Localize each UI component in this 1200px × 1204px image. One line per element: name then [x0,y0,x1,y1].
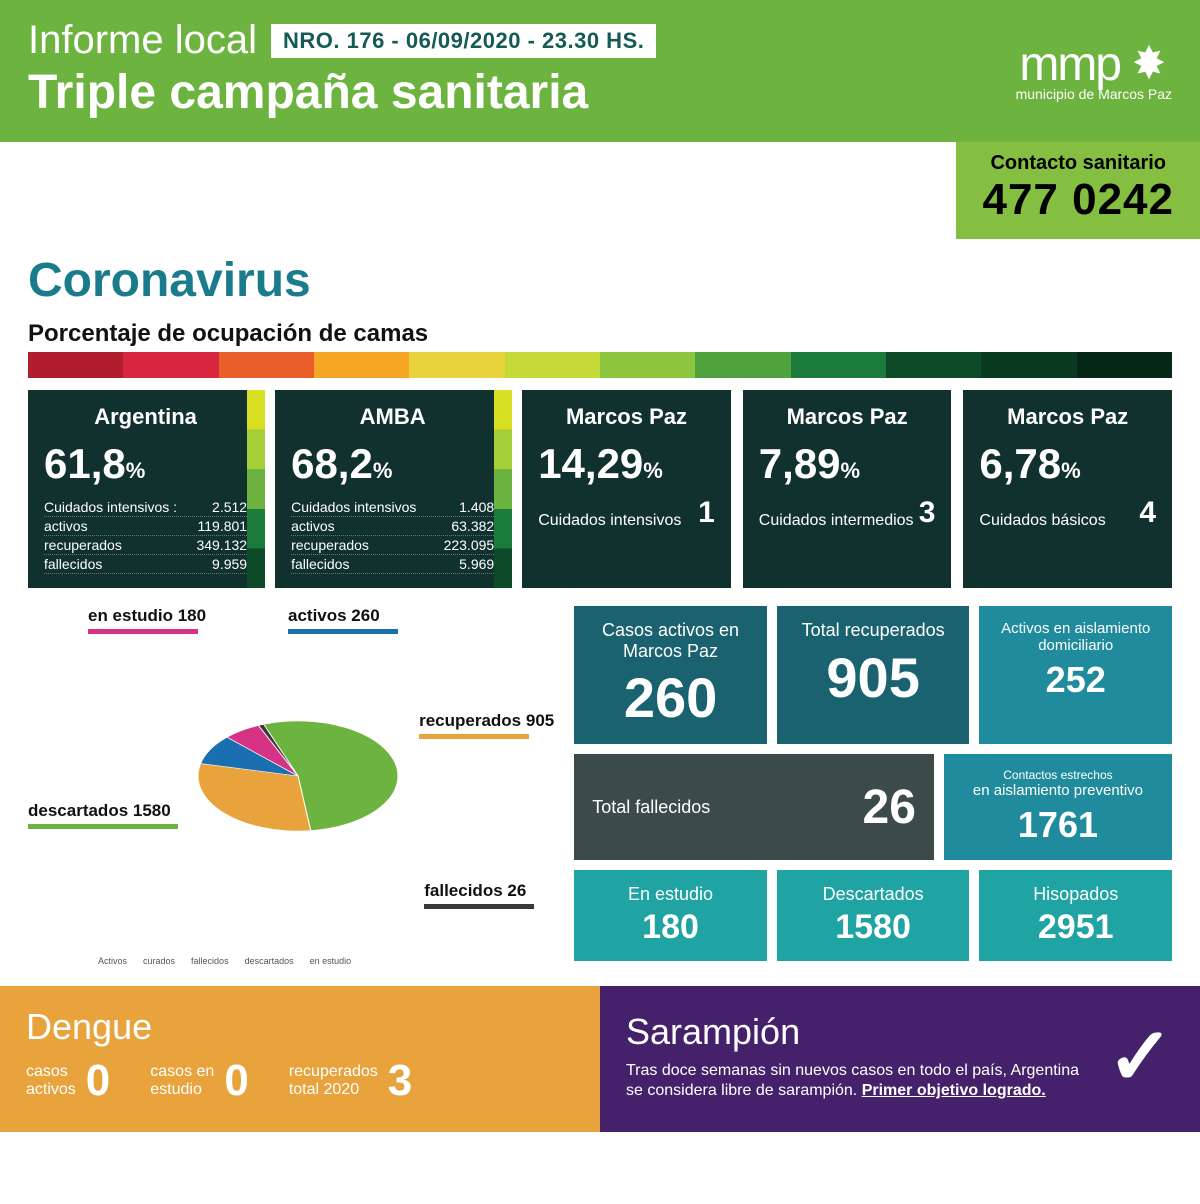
stat-hisopados: Hisopados2951 [979,870,1172,962]
occupancy-card: Argentina61,8%Cuidados intensivos :2.512… [28,390,263,588]
header-title-1: Informe local [28,18,257,63]
stat-activos: Casos activos en Marcos Paz260 [574,606,767,744]
stat-contactos: Contactos estrechos en aislamiento preve… [944,754,1172,859]
occupancy-card: AMBA68,2%Cuidados intensivos1.408activos… [275,390,510,588]
coronavirus-title: Coronavirus [28,253,1172,308]
pie-label-en-estudio: en estudio 180 [88,606,206,634]
occupancy-card: Marcos Paz14,29%Cuidados intensivos1 [522,390,731,588]
contact-bar: Contacto sanitario 477 0242 [0,142,1200,239]
header: Informe local NRO. 176 - 06/09/2020 - 23… [0,0,1200,142]
sarampion-text: Tras doce semanas sin nuevos casos en to… [626,1061,1089,1101]
contact-number: 477 0242 [982,175,1174,225]
dengue-box: Dengue casosactivos0 casos enestudio0 recu… [0,986,600,1132]
spectrum-bar [28,352,1172,378]
contact-box: Contacto sanitario 477 0242 [956,142,1200,239]
check-icon: ✓ [1107,1010,1174,1103]
pie-legend: Activoscuradosfallecidosdescartadosen es… [98,956,351,966]
pie-chart-area: en estudio 180 activos 260 recuperados 9… [28,606,554,966]
occupancy-label: Porcentaje de ocupación de camas [28,320,1172,348]
mid-section: en estudio 180 activos 260 recuperados 9… [28,606,1172,966]
dengue-title: Dengue [26,1006,574,1048]
stat-descartados: Descartados1580 [777,870,970,962]
dengue-item: casosactivos0 [26,1056,110,1106]
dengue-item: casos enestudio0 [150,1056,249,1106]
occupancy-card: Marcos Paz6,78%Cuidados básicos4 [963,390,1172,588]
header-left: Informe local NRO. 176 - 06/09/2020 - 23… [28,18,656,120]
header-title-2: Triple campaña sanitaria [28,65,656,120]
footer: Dengue casosactivos0 casos enestudio0 recu… [0,986,1200,1132]
main-content: Coronavirus Porcentaje de ocupación de c… [0,253,1200,986]
stat-recuperados: Total recuperados905 [777,606,970,744]
occupancy-card: Marcos Paz7,89%Cuidados intermedios3 [743,390,952,588]
contact-label: Contacto sanitario [982,152,1174,175]
stat-aislamiento: Activos en aislamiento domiciliario252 [979,606,1172,744]
logo-subtitle: municipio de Marcos Paz [1016,86,1172,102]
occupancy-cards: Argentina61,8%Cuidados intensivos :2.512… [28,390,1172,588]
pie-chart [138,716,458,837]
header-logo: mmp municipio de Marcos Paz [1016,37,1172,102]
sarampion-box: Sarampión Tras doce semanas sin nuevos c… [600,986,1200,1132]
logo-text: mmp [1019,37,1120,92]
pie-label-activos: activos 260 [288,606,398,634]
dengue-stats: casosactivos0 casos enestudio0 recuperados… [26,1056,574,1106]
sarampion-title: Sarampión [626,1011,1089,1053]
leaf-icon [1126,41,1172,87]
stats-grid: Casos activos en Marcos Paz260 Total rec… [574,606,1172,966]
stat-estudio: En estudio180 [574,870,767,962]
pie-label-fallecidos: fallecidos 26 [424,881,534,909]
header-report-pill: NRO. 176 - 06/09/2020 - 23.30 HS. [271,24,656,58]
dengue-item: recuperadostotal 20203 [289,1056,412,1106]
stat-fallecidos: Total fallecidos 26 [574,754,934,859]
